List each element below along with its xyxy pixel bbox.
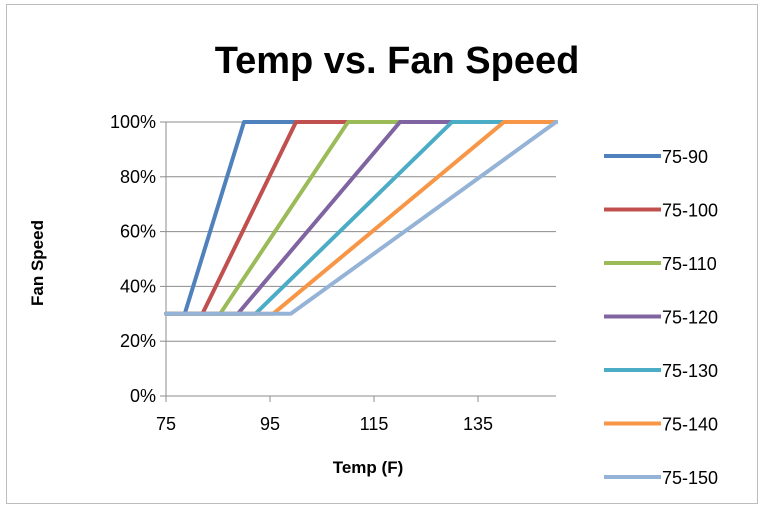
y-tick-label: 80% xyxy=(120,167,156,187)
legend-label-75-130: 75-130 xyxy=(662,361,718,381)
line-chart: Temp vs. Fan Speed 0% 20% 40% 60% 80% 100% 75 9… xyxy=(28,40,718,488)
y-tick-label: 0% xyxy=(130,386,156,406)
x-axis-label: Temp (F) xyxy=(333,458,404,477)
x-tick-label: 95 xyxy=(260,414,280,434)
x-tick-label: 75 xyxy=(156,414,176,434)
legend-label-75-90: 75-90 xyxy=(662,147,708,167)
series-line-75-90 xyxy=(164,120,558,316)
y-axis-label: Fan Speed xyxy=(28,220,47,306)
legend-label-75-110: 75-110 xyxy=(662,254,717,274)
x-tick-label: 135 xyxy=(463,414,493,434)
legend-label-75-140: 75-140 xyxy=(662,415,718,435)
series-line-75-130 xyxy=(164,120,558,316)
axes xyxy=(160,121,556,402)
x-tick-label: 115 xyxy=(360,414,389,434)
legend-label-75-150: 75-150 xyxy=(662,468,718,488)
y-tick-label: 20% xyxy=(120,331,156,351)
legend-label-75-120: 75-120 xyxy=(662,308,718,328)
legend: 75-90 75-100 75-110 75-120 75-130 75-140 75-15… xyxy=(604,147,718,488)
chart-title: Temp vs. Fan Speed xyxy=(215,40,580,82)
y-tick-label: 40% xyxy=(120,276,156,296)
y-tick-label: 60% xyxy=(120,222,156,242)
series-line-75-150 xyxy=(164,120,558,316)
legend-label-75-100: 75-100 xyxy=(662,201,718,221)
series-line-75-140 xyxy=(164,120,558,316)
series-line-75-110 xyxy=(164,120,558,316)
series-line-75-120 xyxy=(164,120,558,316)
y-tick-label: 100% xyxy=(110,112,156,132)
series-line-75-100 xyxy=(164,120,558,316)
tick-labels: 0% 20% 40% 60% 80% 100% 75 95 115 135 xyxy=(110,112,493,434)
series-lines xyxy=(164,120,558,316)
chart-frame: Temp vs. Fan Speed 0% 20% 40% 60% 80% 100% 75 9… xyxy=(6,4,758,504)
